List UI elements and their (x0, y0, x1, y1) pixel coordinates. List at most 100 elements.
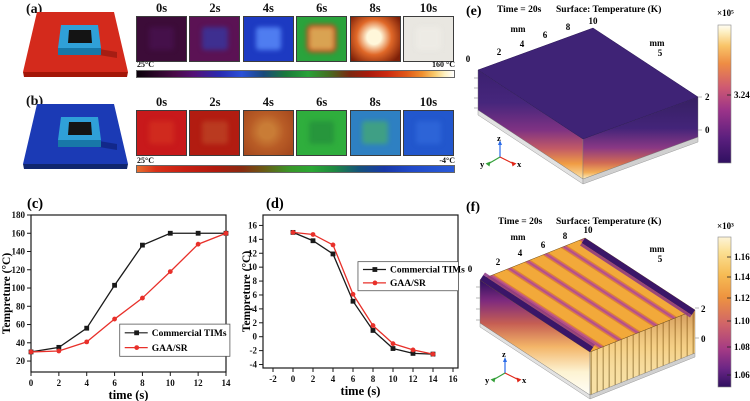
panel-b-thermal-strip: 0s 2s 4s 6s 8s 10s (136, 95, 457, 156)
colorbar-f (717, 236, 732, 388)
surface-label: Surface: Temperature (K) (556, 216, 661, 227)
thermal-frame-time: 10s (419, 95, 438, 109)
data-point (56, 348, 62, 354)
y-axis-unit: mm (650, 244, 665, 254)
data-point (195, 230, 201, 236)
data-point (410, 350, 416, 356)
thermal-frame: 4s (242, 1, 294, 62)
top-face-edge-band-right-inner (580, 243, 692, 318)
y-tick-label: 4 (253, 304, 258, 314)
thermal-frame-time: 6s (316, 1, 328, 15)
die (68, 30, 92, 43)
colorbar-multiplier: ×10³ (717, 221, 734, 231)
data-point (140, 295, 145, 301)
y-tick-label: 16 (248, 220, 258, 230)
plot-frame (262, 214, 459, 369)
colorbar-tick: 1.10 (734, 316, 750, 326)
z-tick: 2 (701, 304, 706, 314)
die (68, 122, 92, 135)
thermal-image (349, 110, 401, 156)
thermal-frame: 2s (189, 95, 241, 156)
x-tick: 10 (589, 16, 599, 26)
data-point (167, 230, 173, 236)
thermal-hotspot (202, 120, 228, 145)
thermal-frame-time: 0s (155, 1, 168, 15)
series-line (30, 232, 227, 353)
thermal-frame: 10s (402, 95, 454, 156)
data-point (290, 229, 296, 235)
y-tick-label: 100 (12, 283, 26, 293)
time-label: Time = 20s (498, 217, 543, 227)
colorbar-tickmarks (727, 256, 731, 376)
thermal-frame-time: 4s (262, 95, 274, 109)
thermal-frame: 2s (189, 1, 241, 62)
thermal-image (296, 110, 348, 156)
thermal-frame: 4s (242, 95, 294, 156)
data-point (390, 341, 396, 347)
plot-frame (30, 214, 227, 373)
colorbar-tick: 3.24 (734, 90, 750, 100)
x-tick-label: 14 (429, 374, 439, 384)
thermal-image (242, 16, 294, 62)
data-point (84, 325, 90, 331)
series-line (292, 231, 434, 355)
x-axis-title: time (s) (341, 384, 381, 398)
panel-a-scale-min: 25°C (137, 60, 154, 69)
y-tick-label: 12 (248, 248, 258, 258)
chart-d: -2 0 2 4 6 8 10 12 14 16 -4 -2 0 2 4 6 8 10 12 14 16 time (s)… (240, 166, 470, 401)
thermal-frame: 6s (296, 1, 348, 62)
thermal-frame-time: 8s (369, 95, 381, 109)
y-tick-label: -2 (250, 346, 258, 356)
series-line (292, 231, 434, 355)
y-tick-label: -4 (250, 360, 258, 370)
x-axis-title: time (s) (109, 388, 149, 401)
chip-front (58, 140, 101, 147)
x-tick-label: 12 (194, 378, 204, 388)
axis-triad: z y x (485, 349, 527, 385)
chart-c: 0 2 4 6 8 10 12 14 20 40 60 80 100 120 140 160 180 time (… (0, 166, 240, 401)
data-point (350, 291, 356, 297)
x-tick-label: 4 (331, 374, 336, 384)
data-point (350, 298, 356, 304)
colorbar-tick: 1.08 (734, 342, 750, 352)
data-point (167, 269, 173, 274)
y-tick-label: 80 (16, 301, 26, 311)
thermal-frame-time: 10s (419, 1, 438, 15)
legend-box (119, 323, 231, 357)
y-tick-label: 140 (12, 247, 26, 257)
y-axis-label: y (485, 375, 490, 385)
x-tick-label: 14 (222, 378, 232, 388)
data-point (28, 349, 34, 355)
colorbar-tick: 1.14 (734, 272, 750, 282)
thermal-image (402, 16, 454, 62)
chart-d-svg: -2 0 2 4 6 8 10 12 14 16 -4 -2 0 2 4 6 8 10 12 14 16 time (s)… (241, 196, 465, 398)
data-point (56, 344, 62, 350)
x-tick-label: 2 (311, 374, 316, 384)
x-tick-label: 8 (371, 374, 376, 384)
axis-ticks (474, 77, 702, 131)
chip-front (58, 48, 101, 55)
x-axis-label: x (522, 375, 527, 385)
data-point (330, 242, 336, 248)
x-tick-label: 10 (389, 374, 399, 384)
axis-triad: z y x (480, 133, 522, 169)
z-tick: 0 (701, 334, 706, 344)
legend-marker (372, 280, 378, 286)
x-tick: 8 (563, 231, 568, 241)
x-tick-label: 6 (351, 374, 356, 384)
chip-shadow (99, 49, 117, 58)
x-tick-label: 12 (409, 374, 419, 384)
y-tick-label: 10 (248, 262, 258, 272)
panel-a-thermal-strip: 0s 2s 4s 6s 8s 10s (136, 1, 457, 62)
data-point (410, 347, 416, 353)
thermal-hotspot (148, 26, 175, 51)
data-point (370, 328, 376, 333)
data-point (223, 230, 229, 236)
x-tick-label: -2 (269, 374, 277, 384)
y-tick-label: 40 (16, 338, 26, 348)
thermal-image (189, 16, 241, 62)
top-face-edge-band-left (480, 275, 594, 352)
legend-label: GAA/SR (390, 279, 426, 289)
plate-edge (23, 72, 128, 77)
x-tick: 4 (520, 39, 525, 49)
